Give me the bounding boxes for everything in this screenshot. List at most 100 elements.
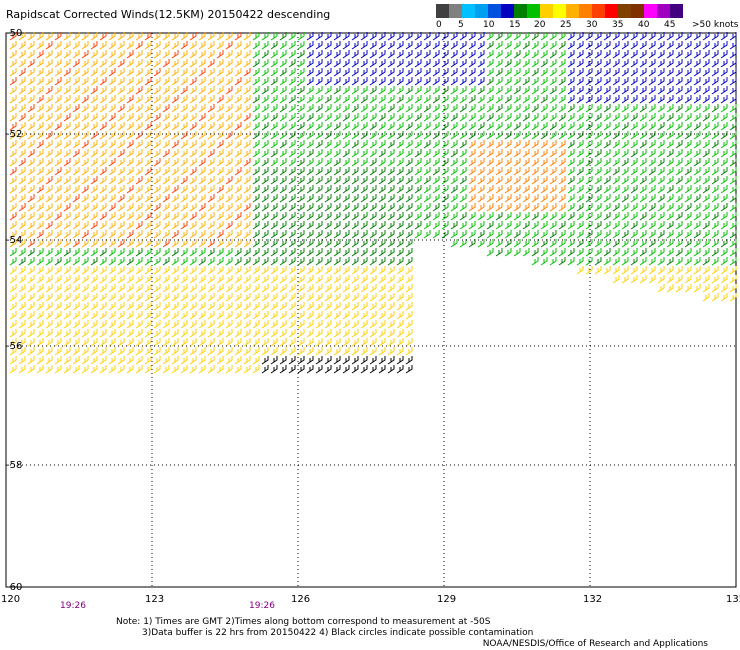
wind-barb: [549, 68, 557, 77]
wind-barb: [729, 230, 737, 239]
wind-barb: [486, 230, 494, 239]
wind-barb: [207, 293, 215, 302]
wind-barb: [153, 239, 161, 248]
wind-barb: [648, 95, 656, 104]
wind-barb: [207, 338, 215, 347]
wind-barb: [135, 41, 143, 50]
wind-barb: [729, 104, 737, 113]
wind-barb: [126, 365, 134, 374]
wind-barb: [63, 185, 71, 194]
wind-barb: [513, 95, 521, 104]
wind-barb: [585, 266, 593, 275]
wind-barb: [585, 248, 593, 257]
wind-barb: [666, 113, 674, 122]
wind-barb: [9, 167, 17, 176]
wind-barb: [243, 185, 251, 194]
wind-barb: [126, 320, 134, 329]
wind-barb: [729, 86, 737, 95]
wind-barb: [693, 59, 701, 68]
wind-barb: [405, 212, 413, 221]
wind-barb: [225, 122, 233, 131]
wind-barb: [45, 266, 53, 275]
wind-barb: [504, 77, 512, 86]
wind-barb: [315, 212, 323, 221]
wind-barb: [495, 104, 503, 113]
wind-barb: [153, 59, 161, 68]
wind-barb: [333, 41, 341, 50]
wind-barb: [702, 293, 710, 302]
wind-barb: [657, 239, 665, 248]
wind-barb: [423, 212, 431, 221]
wind-barb: [342, 77, 350, 86]
wind-barb: [270, 302, 278, 311]
wind-barb: [666, 131, 674, 140]
wind-barb: [540, 122, 548, 131]
wind-barb: [243, 68, 251, 77]
wind-barb: [9, 185, 17, 194]
wind-barb: [549, 167, 557, 176]
wind-barb: [684, 176, 692, 185]
wind-barb: [585, 257, 593, 266]
wind-barb: [54, 257, 62, 266]
wind-barb: [594, 176, 602, 185]
legend-swatch: [553, 4, 566, 18]
wind-barb: [378, 176, 386, 185]
wind-barb: [414, 68, 422, 77]
wind-barb: [243, 347, 251, 356]
wind-barb: [729, 32, 737, 41]
wind-barb: [9, 68, 17, 77]
wind-barb: [261, 86, 269, 95]
wind-barb: [180, 203, 188, 212]
wind-barb: [342, 302, 350, 311]
wind-barb: [54, 293, 62, 302]
wind-barb: [153, 95, 161, 104]
wind-barb: [144, 221, 152, 230]
wind-barb: [270, 203, 278, 212]
wind-barb: [135, 248, 143, 257]
wind-barb: [189, 284, 197, 293]
wind-barb: [603, 41, 611, 50]
wind-barb: [423, 176, 431, 185]
wind-barb: [378, 104, 386, 113]
wind-barb: [333, 185, 341, 194]
wind-barb: [486, 113, 494, 122]
wind-barb: [423, 167, 431, 176]
wind-barb: [117, 140, 125, 149]
wind-barb: [54, 230, 62, 239]
wind-barb: [216, 176, 224, 185]
wind-barb: [342, 167, 350, 176]
wind-barb: [351, 221, 359, 230]
wind-barb: [459, 77, 467, 86]
wind-barb: [306, 257, 314, 266]
wind-barb: [576, 248, 584, 257]
wind-barb: [387, 212, 395, 221]
wind-barb: [99, 221, 107, 230]
lat-label: -60: [6, 582, 22, 593]
wind-barb: [378, 77, 386, 86]
wind-barb: [477, 194, 485, 203]
wind-barb: [117, 50, 125, 59]
wind-barb: [288, 50, 296, 59]
wind-barb: [27, 266, 35, 275]
wind-barb: [243, 311, 251, 320]
wind-barb: [243, 149, 251, 158]
wind-barb: [360, 95, 368, 104]
wind-barb: [630, 41, 638, 50]
wind-barb: [234, 302, 242, 311]
wind-barb: [342, 95, 350, 104]
wind-barb: [207, 329, 215, 338]
wind-barb: [315, 266, 323, 275]
wind-barb: [360, 302, 368, 311]
wind-barb: [72, 320, 80, 329]
wind-barb: [351, 320, 359, 329]
wind-barb: [621, 149, 629, 158]
wind-barb: [405, 50, 413, 59]
wind-barb: [171, 32, 179, 41]
latitude-labels: -50 -52 -54 -56 -58 -60: [6, 28, 22, 593]
wind-barb: [261, 113, 269, 122]
wind-barb: [225, 50, 233, 59]
wind-barb: [207, 59, 215, 68]
wind-barb: [711, 104, 719, 113]
wind-barb: [333, 248, 341, 257]
